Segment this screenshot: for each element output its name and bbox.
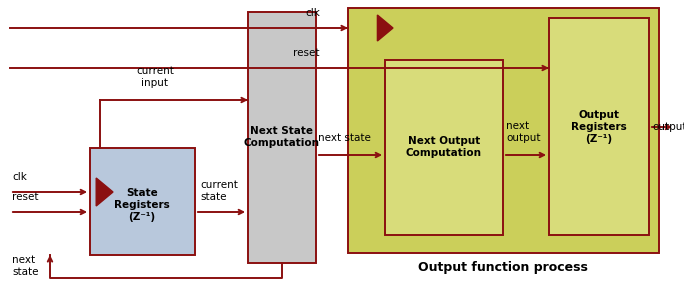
Text: current
input: current input [136,66,174,88]
Text: reset: reset [293,48,320,58]
Text: output: output [652,122,684,132]
Text: Next Output
Computation: Next Output Computation [406,136,482,158]
Bar [248,12,316,263]
Text: Output function process: Output function process [418,262,588,274]
Text: Next State
Computation: Next State Computation [244,126,320,148]
Text: next state: next state [318,133,371,143]
Text: reset: reset [12,192,38,202]
Text: clk: clk [12,172,27,182]
Bar [348,8,659,253]
Bar [549,18,649,235]
Text: next
output: next output [506,121,540,143]
Text: current
state: current state [200,180,238,202]
Text: State
Registers
(Z⁻¹): State Registers (Z⁻¹) [114,188,170,222]
Polygon shape [378,15,393,41]
Text: clk: clk [305,8,320,18]
Bar [385,60,503,235]
Bar [90,148,195,255]
Polygon shape [96,178,113,206]
Text: next
state: next state [12,255,38,277]
Text: Output
Registers
(Z⁻¹): Output Registers (Z⁻¹) [571,110,627,143]
